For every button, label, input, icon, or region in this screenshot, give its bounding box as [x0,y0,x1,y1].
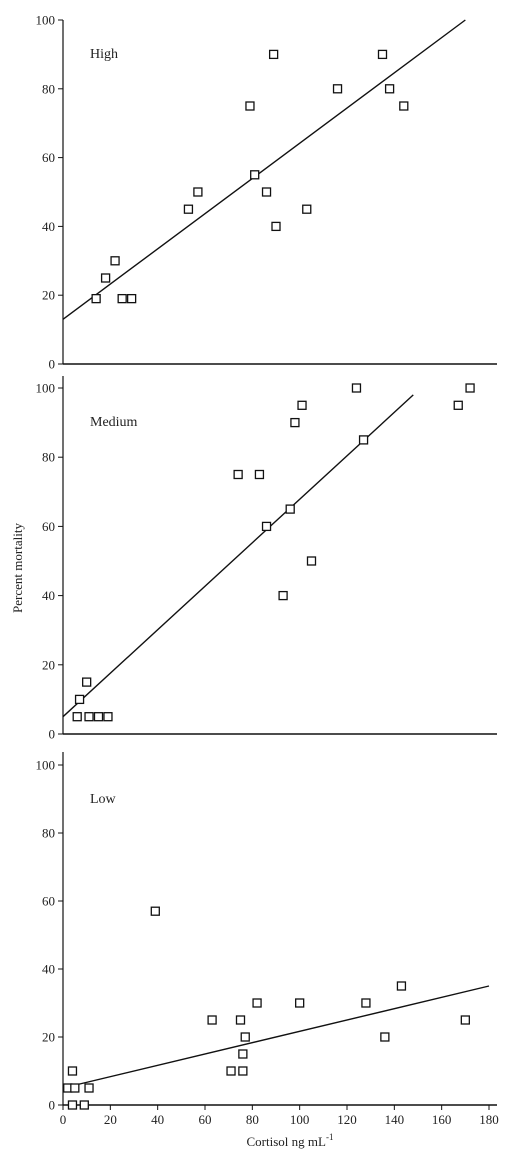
y-tick-label-medium: 100 [36,381,56,396]
data-point-high [193,187,203,197]
data-point-high [271,221,281,232]
data-point-low [226,1066,236,1076]
panel-label-high: High [90,47,118,62]
data-point-low [70,1083,80,1093]
y-tick-label-low: 40 [42,962,55,977]
data-point-medium [465,383,475,393]
x-tick-label-low: 40 [151,1112,164,1127]
data-point-medium [351,383,362,393]
data-point-medium [297,400,307,410]
y-tick-label-low: 100 [36,758,56,773]
data-point-medium [82,677,92,687]
data-point-medium [84,712,94,722]
data-point-high [332,84,343,94]
data-point-high [183,204,194,214]
data-point-low [235,1015,246,1025]
x-tick-label-low: 160 [432,1112,452,1127]
data-point-low [67,1100,78,1110]
data-point-high [399,101,409,111]
panel-high: 0 20 40 60 80 100 High [36,13,497,372]
y-tick-label-low: 0 [49,1098,56,1113]
y-tick-label-high: 40 [42,219,55,234]
regression-line-medium [62,394,414,718]
x-axis-title-superscript: -1 [326,1132,334,1142]
data-point-low [207,1015,217,1025]
data-point-low [79,1100,89,1110]
regression-line-high [62,19,466,320]
y-tick-label-medium: 20 [42,657,55,672]
data-point-low [240,1032,250,1042]
x-axis-title-text: Cortisol ng mL [247,1134,327,1149]
data-point-high [250,170,260,180]
y-tick-label-low: 60 [42,894,55,909]
y-tick-label-low: 20 [42,1030,55,1045]
data-point-high [117,293,127,304]
data-point-medium [358,435,369,445]
data-point-medium [72,712,82,722]
data-point-low [238,1049,248,1059]
data-point-low [252,998,262,1008]
data-point-medium [254,469,265,480]
data-point-medium [290,417,300,428]
data-point-high [126,293,137,304]
x-tick-label-low: 60 [199,1112,212,1127]
data-point-low [380,1032,390,1042]
panel-label-medium: Medium [90,415,138,430]
data-point-medium [285,504,295,514]
y-tick-label-medium: 40 [42,588,55,603]
y-tick-label-low: 80 [42,826,55,841]
panel-label-low: Low [90,792,117,807]
data-point-low [460,1015,470,1025]
data-point-high [110,256,120,266]
x-tick-label-low: 180 [479,1112,499,1127]
data-point-low [295,998,305,1008]
data-point-medium [93,712,104,722]
y-tick-label-high: 0 [49,357,56,372]
y-tick-label-medium: 60 [42,519,55,534]
data-point-medium [233,469,243,480]
y-tick-label-medium: 80 [42,450,55,465]
x-tick-label-low: 120 [337,1112,357,1127]
data-point-high [377,49,388,60]
data-point-high [261,187,272,197]
data-point-high [384,84,395,94]
y-tick-label-high: 60 [42,150,55,165]
panel-medium: 0 20 40 60 80 100 Medium [36,376,497,742]
x-axis-title: Cortisol ng mL-1 [247,1132,334,1149]
data-point-medium [453,400,463,410]
x-tick-label-low: 80 [246,1112,259,1127]
y-axis-title: Percent mortality [10,523,25,613]
data-point-high [91,293,101,304]
panel-low: 0 20 40 60 80 100 0 20 40 60 80 100 120 140 160 180 Low C… [36,752,499,1149]
data-point-low [361,998,371,1008]
data-point-low [67,1066,78,1076]
data-point-high [245,101,255,111]
data-point-low [396,981,407,991]
x-tick-label-low: 20 [104,1112,117,1127]
data-point-medium [306,556,317,566]
data-point-high [268,49,279,60]
data-point-low [238,1066,248,1076]
data-point-low [84,1083,94,1093]
x-tick-label-low: 0 [60,1112,67,1127]
data-point-medium [278,590,288,601]
data-point-high [100,273,111,283]
data-point-medium [261,521,272,532]
y-tick-label-high: 20 [42,288,55,303]
data-point-high [302,204,312,214]
data-point-low [150,906,160,916]
y-tick-label-medium: 0 [49,727,56,742]
data-point-medium [74,694,85,705]
x-tick-label-low: 100 [290,1112,310,1127]
x-tick-label-low: 140 [385,1112,405,1127]
y-tick-label-high: 100 [36,13,56,28]
data-point-medium [103,712,113,722]
y-tick-label-high: 80 [42,81,55,96]
regression-line-low [62,985,490,1089]
